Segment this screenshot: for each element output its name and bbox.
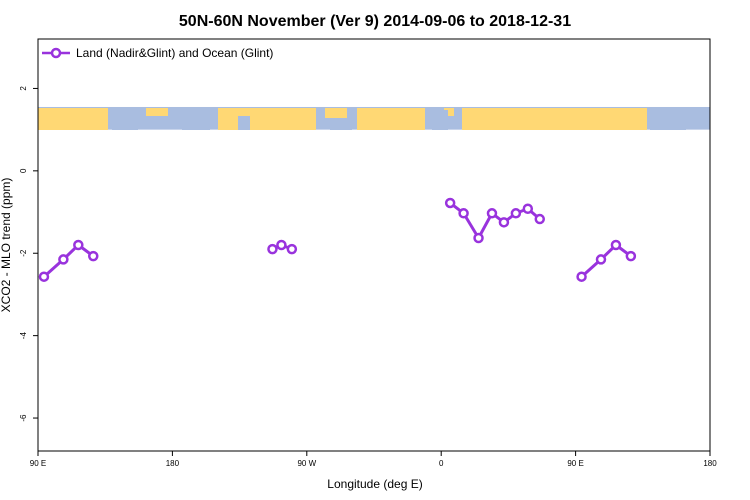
y-tick-label: -4 [19, 332, 28, 340]
data-point [458, 208, 469, 219]
x-axis-label: Longitude (deg E) [327, 477, 422, 491]
data-point [38, 271, 50, 282]
map-strip [38, 106, 710, 130]
data-point [486, 208, 498, 219]
data-point [522, 203, 534, 214]
series-line [42, 243, 95, 278]
chart-title: 50N-60N November (Ver 9) 2014-09-06 to 2… [179, 13, 571, 30]
data-point [534, 213, 546, 225]
data-point [625, 250, 637, 262]
data-point [610, 239, 622, 251]
data-point [88, 250, 99, 262]
x-tick-label: 90 W [297, 459, 316, 468]
legend-label: Land (Nadir&Glint) and Ocean (Glint) [76, 46, 273, 60]
data-point [498, 217, 510, 228]
y-axis-label: XCO2 - MLO trend (ppm) [0, 178, 13, 313]
data-point [510, 208, 522, 219]
legend-marker-swatch [50, 47, 62, 59]
data-point [286, 243, 298, 255]
y-tick-label: 2 [19, 86, 28, 91]
x-tick-label: 90 E [30, 459, 46, 468]
y-tick-label: 0 [19, 168, 28, 173]
x-axis: 90 E 180 90 W 0 90 E 180 [30, 451, 717, 468]
data-point [73, 239, 84, 251]
x-tick-label: 90 E [567, 459, 583, 468]
data-point [58, 254, 69, 265]
data-point [473, 232, 484, 244]
data-point [276, 239, 287, 251]
y-tick-label: -2 [19, 249, 28, 257]
data-point [267, 243, 278, 255]
map-land [38, 108, 647, 130]
x-tick-label: 180 [166, 459, 180, 468]
data-point [576, 271, 587, 282]
series-line [580, 243, 632, 278]
x-tick-label: 180 [703, 459, 717, 468]
data-point [595, 254, 607, 265]
y-tick-label: -6 [19, 414, 28, 422]
x-tick-label: 0 [439, 459, 444, 468]
plot-frame [37, 38, 711, 452]
data-point [444, 197, 456, 209]
map-water [112, 110, 686, 130]
y-axis: 2 0 -2 -4 -6 [19, 86, 38, 422]
series-layer [38, 197, 637, 282]
legend: Land (Nadir&Glint) and Ocean (Glint) [42, 46, 273, 60]
